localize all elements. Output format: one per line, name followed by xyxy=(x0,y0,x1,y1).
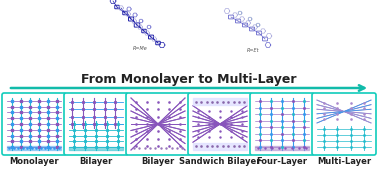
Text: R=Me: R=Me xyxy=(133,47,147,51)
Text: Four-Layer: Four-Layer xyxy=(257,157,307,166)
FancyBboxPatch shape xyxy=(64,93,128,155)
Text: Sandwich Bilayer: Sandwich Bilayer xyxy=(179,157,261,166)
FancyBboxPatch shape xyxy=(2,93,66,155)
FancyBboxPatch shape xyxy=(312,93,376,155)
FancyBboxPatch shape xyxy=(250,93,314,155)
Text: From Monolayer to Multi-Layer: From Monolayer to Multi-Layer xyxy=(81,74,297,87)
Text: Bilayer: Bilayer xyxy=(141,157,175,166)
Text: Monolayer: Monolayer xyxy=(9,157,59,166)
FancyBboxPatch shape xyxy=(188,93,252,155)
FancyBboxPatch shape xyxy=(126,93,190,155)
Text: Multi-Layer: Multi-Layer xyxy=(317,157,371,166)
Text: R=Et: R=Et xyxy=(247,48,259,52)
Text: Bilayer: Bilayer xyxy=(79,157,113,166)
